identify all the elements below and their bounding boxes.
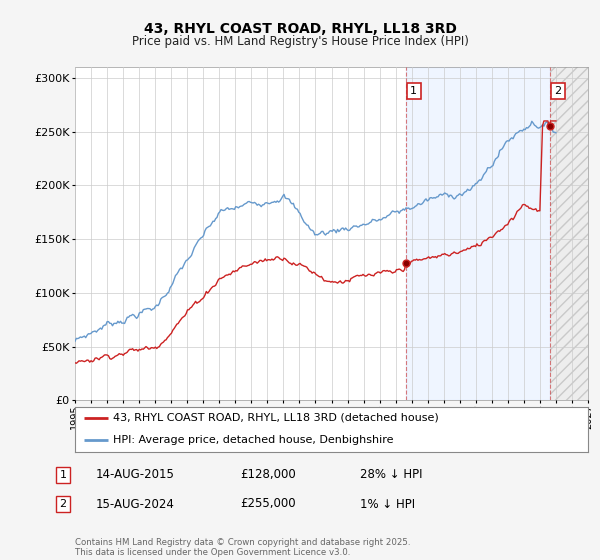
Text: £255,000: £255,000 [240, 497, 296, 511]
Text: 1% ↓ HPI: 1% ↓ HPI [360, 497, 415, 511]
Bar [550, 67, 588, 400]
Text: 28% ↓ HPI: 28% ↓ HPI [360, 468, 422, 482]
Text: £128,000: £128,000 [240, 468, 296, 482]
Text: 1: 1 [59, 470, 67, 480]
Text: 1: 1 [410, 86, 418, 96]
Text: 2: 2 [554, 86, 562, 96]
Text: 2: 2 [59, 499, 67, 509]
Text: Contains HM Land Registry data © Crown copyright and database right 2025.
This d: Contains HM Land Registry data © Crown c… [75, 538, 410, 557]
Bar [550, 67, 588, 400]
Text: Price paid vs. HM Land Registry's House Price Index (HPI): Price paid vs. HM Land Registry's House … [131, 35, 469, 48]
Text: 43, RHYL COAST ROAD, RHYL, LL18 3RD: 43, RHYL COAST ROAD, RHYL, LL18 3RD [143, 22, 457, 36]
Bar [406, 67, 550, 400]
Text: HPI: Average price, detached house, Denbighshire: HPI: Average price, detached house, Denb… [113, 435, 394, 445]
Text: 15-AUG-2024: 15-AUG-2024 [96, 497, 175, 511]
Text: 43, RHYL COAST ROAD, RHYL, LL18 3RD (detached house): 43, RHYL COAST ROAD, RHYL, LL18 3RD (det… [113, 413, 439, 423]
Text: 14-AUG-2015: 14-AUG-2015 [96, 468, 175, 482]
